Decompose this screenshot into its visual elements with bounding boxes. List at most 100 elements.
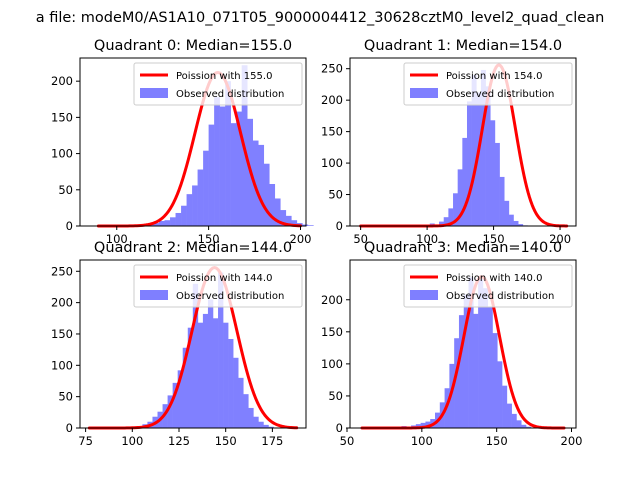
histogram-bar xyxy=(192,283,199,428)
histogram-bar xyxy=(202,313,209,428)
panel-quadrant-0: Quadrant 0: Median=155.0 100 150 200 0 50 100 1… xyxy=(51,38,314,246)
histogram-bar xyxy=(487,307,493,428)
histogram-bar xyxy=(480,69,486,227)
histogram-bar xyxy=(468,277,474,428)
histogram-bar xyxy=(181,205,187,226)
axes-frame xyxy=(79,259,307,429)
histogram-bar xyxy=(502,385,508,428)
panel-title: Quadrant 2: Median=144.0 xyxy=(94,240,292,256)
legend-label-poisson: Poission with 154.0 xyxy=(446,71,542,82)
panel-quadrant-2: Quadrant 2: Median=144.0 75 100 125 150 175 0 5… xyxy=(51,240,307,448)
x-tick-label: 100 xyxy=(416,232,438,246)
histogram-bar xyxy=(457,169,463,226)
legend-frame xyxy=(133,62,303,106)
histogram-bar xyxy=(526,426,532,428)
histogram-bar xyxy=(513,220,519,226)
histogram-bar xyxy=(182,347,189,428)
y-tick-label: 200 xyxy=(321,93,343,107)
histogram-bar xyxy=(439,221,445,226)
legend-label-poisson: Poission with 140.0 xyxy=(446,273,542,284)
axes-frame xyxy=(349,259,577,429)
histogram-bar xyxy=(186,194,193,226)
histogram-bar xyxy=(497,361,503,428)
histogram-bar xyxy=(458,315,465,428)
y-tick-label: 250 xyxy=(51,264,73,278)
y-tick-label: 150 xyxy=(51,110,73,124)
histogram-bar xyxy=(187,327,194,428)
legend-label-poisson: Poission with 144.0 xyxy=(176,273,272,284)
histogram-bar xyxy=(197,169,204,226)
histogram-bar xyxy=(214,97,220,226)
histogram-bar xyxy=(263,163,270,226)
y-tick-label: 0 xyxy=(336,421,343,435)
y-tick-label: 100 xyxy=(321,357,343,371)
y-tick-label: 100 xyxy=(321,156,343,170)
histogram-bar xyxy=(248,407,254,428)
x-tick-label: 100 xyxy=(106,232,128,246)
legend-frame xyxy=(403,264,573,308)
legend: Poission with 140.0 Observed distribution xyxy=(403,264,573,308)
x-tick-label: 200 xyxy=(549,232,571,246)
x-tick-label: 125 xyxy=(168,434,190,448)
legend-label-observed: Observed distribution xyxy=(446,291,554,302)
histogram-bar xyxy=(490,120,496,226)
x-tick-label: 150 xyxy=(486,434,508,448)
histogram-bar xyxy=(263,424,269,428)
histogram-bar xyxy=(280,210,287,226)
histogram-bar xyxy=(225,81,231,226)
legend-hist-swatch xyxy=(140,88,168,98)
x-tick-label: 100 xyxy=(121,434,143,448)
legend: Poission with 155.0 Observed distribution xyxy=(133,62,303,106)
y-tick-label: 50 xyxy=(328,188,343,202)
histogram-bar xyxy=(243,394,249,428)
x-tick-label: 200 xyxy=(561,434,583,448)
histogram-bar xyxy=(478,279,484,428)
histogram-bar xyxy=(508,214,514,226)
histogram-bar xyxy=(499,176,505,226)
panel-quadrant-1: Quadrant 1: Median=154.0 50 100 150 200 0 50 10… xyxy=(321,38,577,246)
y-tick-label: 0 xyxy=(336,219,343,233)
x-tick-label: 100 xyxy=(411,434,433,448)
legend: Poission with 154.0 Observed distribution xyxy=(403,62,573,106)
figure-suptitle: a file: modeM0/AS1A10_071T05_9000004412_… xyxy=(36,10,605,26)
y-tick-label: 50 xyxy=(58,183,73,197)
x-tick-label: 75 xyxy=(78,434,93,448)
y-tick-label: 50 xyxy=(58,390,73,404)
histogram-bar xyxy=(415,424,421,428)
y-tick-label: 150 xyxy=(321,125,343,139)
legend-label-poisson: Poission with 155.0 xyxy=(176,71,272,82)
histogram-bar xyxy=(269,184,276,226)
histogram-bar xyxy=(203,150,209,226)
histogram-bar xyxy=(291,220,298,226)
histogram-bar xyxy=(175,212,182,226)
x-tick-label: 175 xyxy=(261,434,283,448)
histogram-bar xyxy=(466,101,472,226)
histogram-bar xyxy=(159,220,165,226)
histogram-bar xyxy=(449,363,455,428)
histogram-bar xyxy=(473,313,479,428)
histogram-bar xyxy=(218,272,224,428)
y-tick-label: 50 xyxy=(328,389,343,403)
histogram-bar xyxy=(268,426,274,428)
y-tick-label: 200 xyxy=(51,296,73,310)
histogram-bar xyxy=(192,185,198,226)
histogram-bar xyxy=(233,357,239,428)
histogram-bar xyxy=(153,223,160,226)
legend-label-observed: Observed distribution xyxy=(176,291,284,302)
legend-hist-swatch xyxy=(140,290,168,300)
y-tick-label: 200 xyxy=(321,293,343,307)
histogram-bar xyxy=(164,220,171,226)
y-tick-label: 150 xyxy=(321,325,343,339)
histogram-bar xyxy=(208,124,215,226)
histogram-bar xyxy=(236,111,242,226)
x-tick-label: 200 xyxy=(290,232,312,246)
y-tick-label: 250 xyxy=(321,62,343,76)
histogram-bar xyxy=(177,370,184,428)
legend-frame xyxy=(403,62,573,106)
y-tick-label: 100 xyxy=(51,358,73,372)
histogram-bar xyxy=(228,338,234,428)
histogram-bar xyxy=(212,318,219,428)
histogram-bar xyxy=(516,420,522,428)
y-tick-label: 200 xyxy=(51,74,73,88)
legend: Poission with 144.0 Observed distribution xyxy=(133,264,303,308)
